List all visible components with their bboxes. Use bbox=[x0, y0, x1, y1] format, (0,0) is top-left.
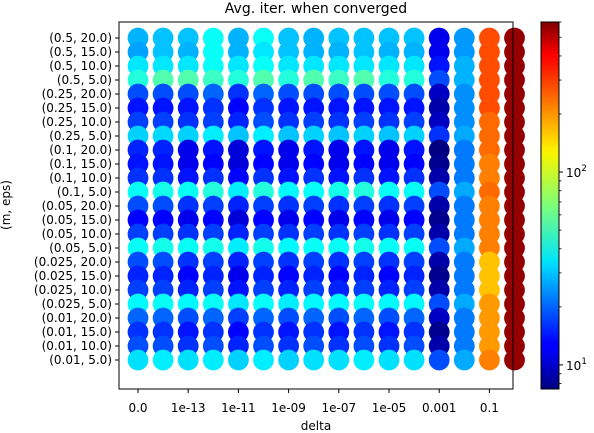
y-tick-label: (0.01, 5.0) bbox=[49, 353, 112, 367]
y-tick-label: (0.01, 15.0) bbox=[42, 325, 112, 339]
y-tick-label: (0.25, 10.0) bbox=[42, 115, 112, 129]
colorbar-tick-label: 101 bbox=[566, 357, 587, 373]
data-point bbox=[504, 349, 525, 371]
y-tick-label: (0.05, 5.0) bbox=[49, 241, 112, 255]
y-tick-label: (0.05, 15.0) bbox=[42, 213, 112, 227]
scatter-points bbox=[127, 27, 525, 371]
data-point bbox=[403, 349, 425, 371]
x-axis-ticks: 0.0 1e-13 1e-11 1e-09 1e-07 1e-05 0.001 0.1 bbox=[128, 389, 499, 415]
y-tick-label: (0.1, 20.0) bbox=[49, 143, 112, 157]
y-tick-label: (0.5, 5.0) bbox=[57, 73, 112, 87]
y-tick-label: (0.25, 5.0) bbox=[49, 129, 112, 143]
data-point bbox=[453, 349, 475, 371]
data-point bbox=[278, 349, 299, 371]
y-tick-label: (0.025, 10.0) bbox=[34, 283, 112, 297]
y-tick-label: (0.025, 5.0) bbox=[42, 297, 112, 311]
colorbar-tick-label: 102 bbox=[566, 164, 587, 180]
colorbar-ticks: 101 102 bbox=[559, 21, 587, 384]
data-point bbox=[228, 349, 249, 371]
y-tick-label: (0.025, 15.0) bbox=[34, 269, 112, 283]
data-point bbox=[152, 349, 174, 371]
chart-title: Avg. iter. when converged bbox=[225, 1, 407, 17]
y-tick-label: (0.01, 20.0) bbox=[42, 311, 112, 325]
y-axis-label: (m, eps) bbox=[0, 180, 13, 230]
y-tick-label: (0.05, 20.0) bbox=[42, 199, 112, 213]
y-tick-label: (0.1, 5.0) bbox=[57, 185, 112, 199]
y-tick-label: (0.05, 10.0) bbox=[42, 227, 112, 241]
colorbar bbox=[540, 21, 560, 390]
y-tick-label: (0.01, 10.0) bbox=[42, 339, 112, 353]
x-tick-label: 1e-07 bbox=[321, 401, 356, 415]
x-tick-label: 1e-13 bbox=[171, 401, 206, 415]
y-axis-ticks: (0.5, 20.0)(0.5, 15.0)(0.5, 10.0)(0.5, 5… bbox=[34, 31, 119, 367]
data-point bbox=[303, 349, 325, 371]
data-point bbox=[479, 349, 500, 371]
data-point bbox=[328, 349, 350, 371]
y-tick-label: (0.5, 15.0) bbox=[49, 45, 112, 59]
y-tick-label: (0.025, 20.0) bbox=[34, 255, 112, 269]
data-point bbox=[378, 349, 400, 371]
y-tick-label: (0.5, 10.0) bbox=[49, 59, 112, 73]
y-tick-label: (0.1, 15.0) bbox=[49, 157, 112, 171]
data-point bbox=[253, 349, 274, 371]
y-tick-label: (0.25, 15.0) bbox=[42, 101, 112, 115]
x-tick-label: 0.001 bbox=[422, 401, 456, 415]
y-tick-label: (0.1, 10.0) bbox=[49, 171, 112, 185]
x-tick-label: 1e-09 bbox=[271, 401, 306, 415]
data-point bbox=[202, 349, 224, 371]
x-tick-label: 0.1 bbox=[480, 401, 499, 415]
data-point bbox=[127, 349, 149, 371]
data-point bbox=[428, 349, 450, 371]
x-axis-label: delta bbox=[301, 419, 331, 433]
y-tick-label: (0.5, 20.0) bbox=[49, 31, 112, 45]
data-point bbox=[353, 349, 375, 371]
data-point bbox=[177, 349, 199, 371]
y-tick-label: (0.25, 20.0) bbox=[42, 87, 112, 101]
x-tick-label: 1e-11 bbox=[221, 401, 256, 415]
x-tick-label: 1e-05 bbox=[372, 401, 407, 415]
x-tick-label: 0.0 bbox=[128, 401, 147, 415]
